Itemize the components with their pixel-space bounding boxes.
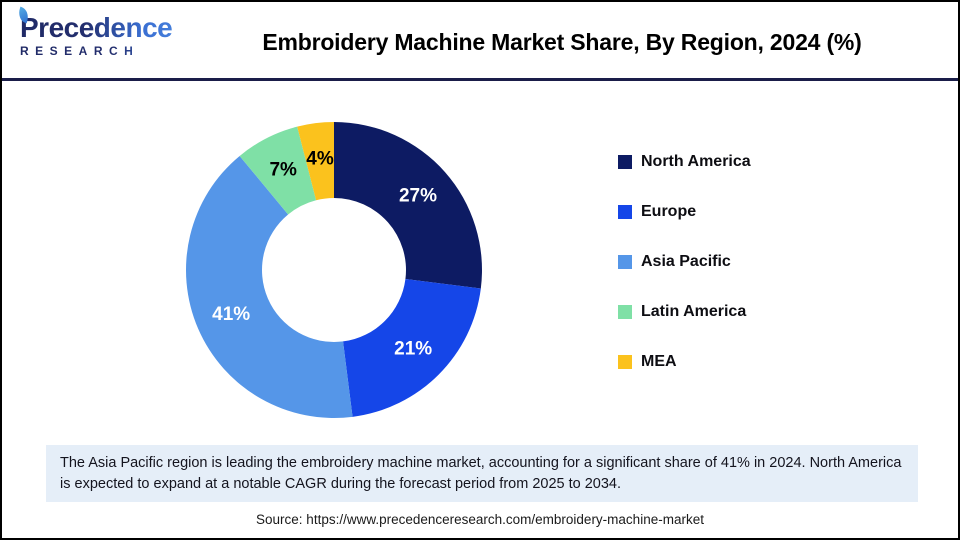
chart-legend: North America Europe Asia Pacific Latin Ame… bbox=[618, 151, 751, 401]
legend-item-europe: Europe bbox=[618, 201, 751, 222]
slice-label-north-america: 27% bbox=[399, 185, 437, 206]
slice-label-europe: 21% bbox=[394, 339, 432, 360]
pie-slice-latin-america bbox=[239, 126, 317, 215]
legend-swatch bbox=[618, 204, 632, 219]
source-text: Source: https://www.precedenceresearch.c… bbox=[256, 512, 704, 527]
legend-label: North America bbox=[641, 152, 751, 170]
donut-chart: 27% 21% 41% 7% 4% bbox=[185, 122, 482, 418]
slice-label-asia-pacific: 41% bbox=[212, 304, 250, 325]
header: Precedence RESEARCH Embroidery Machine M… bbox=[2, 2, 958, 81]
legend-item-north-america: North America bbox=[618, 151, 751, 172]
pie-slice-asia-pacific bbox=[185, 155, 353, 418]
legend-label: MEA bbox=[641, 352, 677, 370]
legend-swatch bbox=[618, 254, 632, 269]
pie-slice-north-america bbox=[334, 122, 482, 289]
legend-item-asia-pacific: Asia Pacific bbox=[618, 251, 751, 272]
slice-label-mea: 4% bbox=[306, 148, 334, 169]
legend-item-latin-america: Latin America bbox=[618, 301, 751, 322]
note-text: The Asia Pacific region is leading the e… bbox=[60, 455, 902, 492]
pie-slice-europe bbox=[343, 279, 481, 417]
slice-label-latin-america: 7% bbox=[269, 160, 297, 181]
page-title: Embroidery Machine Market Share, By Regi… bbox=[262, 29, 862, 55]
legend-item-mea: MEA bbox=[618, 351, 751, 372]
legend-swatch bbox=[618, 354, 632, 369]
legend-swatch bbox=[618, 304, 632, 319]
note-box: The Asia Pacific region is leading the e… bbox=[46, 445, 918, 503]
legend-swatch bbox=[618, 154, 632, 169]
brand-subtitle: RESEARCH bbox=[20, 44, 190, 58]
legend-label: Europe bbox=[641, 202, 697, 220]
brand-name: Precedence bbox=[20, 14, 190, 42]
legend-label: Asia Pacific bbox=[641, 252, 731, 270]
legend-label: Latin America bbox=[641, 302, 747, 320]
pie-slice-mea bbox=[297, 122, 334, 201]
brand-logo: Precedence RESEARCH bbox=[16, 6, 190, 72]
